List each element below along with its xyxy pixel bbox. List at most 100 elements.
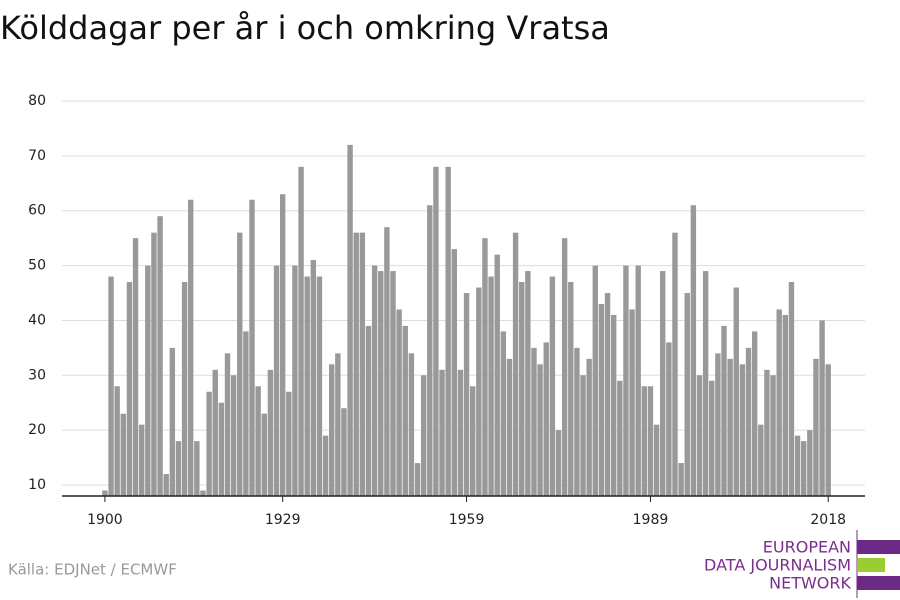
bar (347, 144, 353, 496)
bar (145, 265, 151, 496)
bar (451, 249, 458, 496)
bar (341, 408, 347, 496)
bar (531, 347, 537, 496)
bar (537, 364, 543, 496)
x-tick-label: 1959 (449, 512, 485, 528)
y-tick-label: 70 (28, 148, 46, 164)
bar (206, 391, 212, 496)
bar (267, 369, 274, 496)
bar (151, 232, 157, 496)
bar (610, 314, 617, 496)
bar (157, 216, 163, 497)
y-tick-label: 40 (28, 312, 46, 328)
bar (715, 353, 721, 496)
chart-title: Kölddagar per år i och omkring Vratsa (0, 9, 610, 47)
bar (506, 358, 513, 496)
bar (543, 342, 549, 496)
bar (378, 271, 384, 496)
bar (617, 380, 623, 496)
bar (175, 441, 182, 496)
logo: EUROPEAN DATA JOURNALISM NETWORK (704, 530, 900, 598)
bar (758, 424, 764, 496)
bar (568, 282, 574, 496)
y-tick-label: 30 (28, 367, 46, 383)
bar (329, 364, 335, 496)
bar (427, 205, 433, 497)
source: Källa: EDJNet / ECMWF (8, 561, 177, 579)
bar (384, 227, 390, 496)
bar (463, 293, 470, 496)
bar (794, 435, 801, 496)
bar (678, 463, 684, 496)
bar (194, 441, 200, 496)
bar (292, 265, 298, 496)
bar (494, 254, 500, 496)
bar (598, 303, 605, 496)
bar (727, 358, 733, 496)
bar (310, 260, 317, 496)
bar (604, 293, 611, 496)
bar (126, 282, 133, 496)
bar (476, 287, 482, 496)
bar (549, 276, 556, 496)
bar (402, 325, 408, 496)
bar (660, 271, 666, 496)
bar (482, 238, 488, 496)
bar (721, 325, 727, 496)
logo-text: DATA JOURNALISM (704, 556, 851, 575)
bar (592, 265, 598, 496)
bar (188, 199, 194, 496)
bar (635, 265, 641, 496)
logo-bar (857, 558, 885, 572)
y-tick-label: 20 (28, 422, 46, 438)
x-tick-label: 1929 (265, 512, 301, 528)
bar (445, 166, 451, 497)
bar (819, 320, 825, 496)
bar (322, 435, 329, 496)
bar (525, 271, 531, 496)
bar (108, 276, 114, 496)
y-tick-label: 10 (28, 477, 46, 493)
y-tick-label: 80 (28, 93, 46, 109)
logo-bar (857, 576, 900, 590)
x-tick-label: 2018 (810, 512, 846, 528)
bar (555, 430, 562, 496)
bar (286, 391, 292, 496)
x-tick-label: 1989 (633, 512, 669, 528)
bar (163, 474, 169, 496)
bar (298, 166, 304, 497)
bar (237, 232, 243, 496)
y-tick-label: 60 (28, 203, 46, 219)
bar (623, 265, 629, 496)
bar (488, 276, 494, 496)
bar (200, 490, 206, 496)
bar (745, 347, 752, 496)
bar (647, 386, 654, 496)
logo-bar (857, 540, 900, 554)
bar (230, 375, 237, 496)
bar (138, 424, 145, 496)
bar (666, 342, 672, 496)
bar (586, 358, 592, 496)
bar (335, 353, 341, 496)
bar (733, 287, 739, 496)
bar (629, 309, 635, 496)
bar (102, 490, 108, 496)
bar (420, 375, 427, 496)
bar (390, 271, 396, 496)
bar (764, 369, 770, 496)
bar (653, 424, 660, 496)
bar (408, 353, 415, 496)
bar (788, 282, 795, 496)
bar (469, 386, 476, 496)
bar (801, 441, 807, 496)
bar (439, 369, 445, 496)
bar (776, 309, 782, 496)
bar (316, 276, 323, 496)
bar (519, 282, 525, 496)
bar (273, 265, 280, 496)
bar (243, 331, 249, 496)
bar (212, 369, 218, 496)
bar (218, 402, 225, 496)
